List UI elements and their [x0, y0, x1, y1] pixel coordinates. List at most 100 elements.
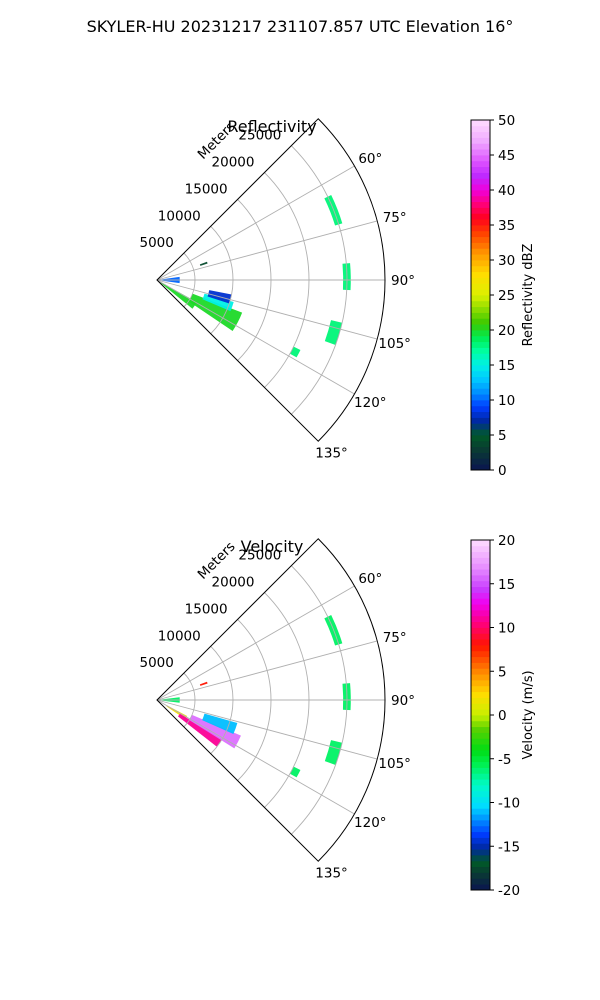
colorbar-label: Velocity (m/s): [521, 670, 536, 759]
colorbar-segment: [471, 697, 490, 704]
colorbar-segment: [471, 446, 490, 453]
radial-tick-label: 20000: [212, 575, 255, 591]
azimuth-gridline: [156, 279, 378, 340]
colorbar-tick-label: -10: [498, 796, 520, 812]
colorbar-segment: [471, 230, 490, 238]
colorbar-segment: [471, 540, 490, 547]
colorbar-segment: [471, 872, 490, 879]
colorbar-segment: [471, 645, 490, 652]
echo-cell: [289, 346, 301, 358]
colorbar-tick-label: 10: [498, 393, 515, 409]
theta-tick-label: 135°: [315, 866, 348, 882]
colorbar-segment: [471, 592, 490, 599]
colorbar-tick-label: 15: [498, 577, 515, 593]
colorbar-segment: [471, 370, 490, 378]
echo-cell: [324, 320, 343, 345]
radial-tick-label: 15000: [185, 181, 228, 197]
echo-cell: [202, 293, 234, 312]
colorbar-segment: [471, 254, 490, 261]
colorbar-tick-label: 5: [498, 664, 507, 680]
colorbar-tick-label: 40: [498, 183, 515, 199]
colorbar-segment: [471, 709, 490, 716]
colorbar-segment: [471, 120, 490, 127]
colorbar-segment: [471, 318, 490, 325]
colorbar-segment: [471, 155, 490, 162]
colorbar-segment: [471, 750, 490, 757]
colorbar-segment: [471, 720, 490, 728]
radial-tick-label: 15000: [185, 601, 228, 617]
colorbar-segment: [471, 866, 490, 873]
colorbar-segment: [471, 400, 490, 407]
colorbar-segment: [471, 353, 490, 360]
echo-cell: [289, 766, 301, 778]
colorbar-segment: [471, 726, 490, 733]
echo-cell: [199, 261, 208, 266]
azimuth-gridline: [156, 165, 355, 281]
theta-tick-label: 75°: [383, 210, 407, 226]
colorbar-segment: [471, 639, 490, 646]
radial-tick-label: 10000: [158, 628, 201, 644]
colorbar-label: Reflectivity dBZ: [521, 244, 536, 347]
colorbar-segment: [471, 860, 490, 868]
echo-cell: [177, 713, 223, 747]
colorbar-segment: [471, 662, 490, 669]
colorbar-segment: [471, 195, 490, 203]
colorbar-segment: [471, 125, 490, 133]
colorbar-segment: [471, 785, 490, 792]
colorbar-segment: [471, 767, 490, 774]
colorbar-segment: [471, 143, 490, 150]
colorbar-segment: [471, 265, 490, 273]
colorbar-tick-label: 30: [498, 253, 515, 269]
colorbar-segment: [471, 551, 490, 558]
colorbar-segment: [471, 184, 490, 191]
colorbar-tick-label: 50: [498, 113, 515, 129]
radial-tick-label: 25000: [238, 548, 281, 564]
colorbar-segment: [471, 802, 490, 809]
colorbar-segment: [471, 219, 490, 226]
colorbar-segment: [471, 271, 490, 278]
colorbar-tick-label: 0: [498, 463, 507, 479]
colorbar-segment: [471, 814, 490, 821]
colorbar-segment: [471, 773, 490, 780]
colorbar-segment: [471, 563, 490, 570]
colorbar-segment: [471, 429, 490, 436]
colorbar-segment: [471, 335, 490, 343]
echo-cell: [199, 681, 208, 686]
radial-tick-label: 10000: [158, 208, 201, 224]
azimuth-gridline: [156, 585, 355, 701]
colorbar-segment: [471, 744, 490, 751]
colorbar-segment: [471, 621, 490, 628]
echo-cell: [189, 714, 241, 749]
colorbar-segment: [471, 569, 490, 576]
colorbar-segment: [471, 306, 490, 313]
colorbar-segment: [471, 627, 490, 634]
colorbar-segment: [471, 417, 490, 424]
colorbar-tick-label: 35: [498, 218, 515, 234]
colorbar-segment: [471, 691, 490, 698]
colorbar-segment: [471, 884, 490, 891]
colorbar-segment: [471, 242, 490, 249]
azimuth-gridline: [156, 640, 378, 701]
colorbar-tick-label: 5: [498, 428, 507, 444]
colorbar-tick-label: -20: [498, 883, 520, 899]
colorbar-segment: [471, 732, 490, 739]
colorbar-segment: [471, 633, 490, 640]
panel-title: Velocity: [241, 537, 304, 556]
colorbar-tick-label: 10: [498, 621, 515, 637]
colorbar-segment: [471, 166, 490, 173]
colorbar-segment: [471, 610, 490, 617]
reflectivity-panel: Reflectivity60°75°90°105°120°135°5000100…: [140, 113, 536, 479]
colorbar-segment: [471, 790, 490, 798]
colorbar-segment: [471, 190, 490, 197]
colorbar-segment: [471, 545, 490, 553]
colorbar-segment: [471, 674, 490, 681]
colorbar-segment: [471, 277, 490, 284]
colorbar-segment: [471, 388, 490, 395]
colorbar-segment: [471, 580, 490, 588]
radial-tick-label: 5000: [140, 655, 174, 671]
theta-tick-label: 105°: [378, 336, 411, 352]
colorbar-segment: [471, 825, 490, 833]
velocity-panel: Velocity 60° 75° 90° 105° 120° 135° 5000 10000 15…: [140, 533, 536, 899]
colorbar-segment: [471, 615, 490, 623]
colorbar-segment: [471, 149, 490, 156]
